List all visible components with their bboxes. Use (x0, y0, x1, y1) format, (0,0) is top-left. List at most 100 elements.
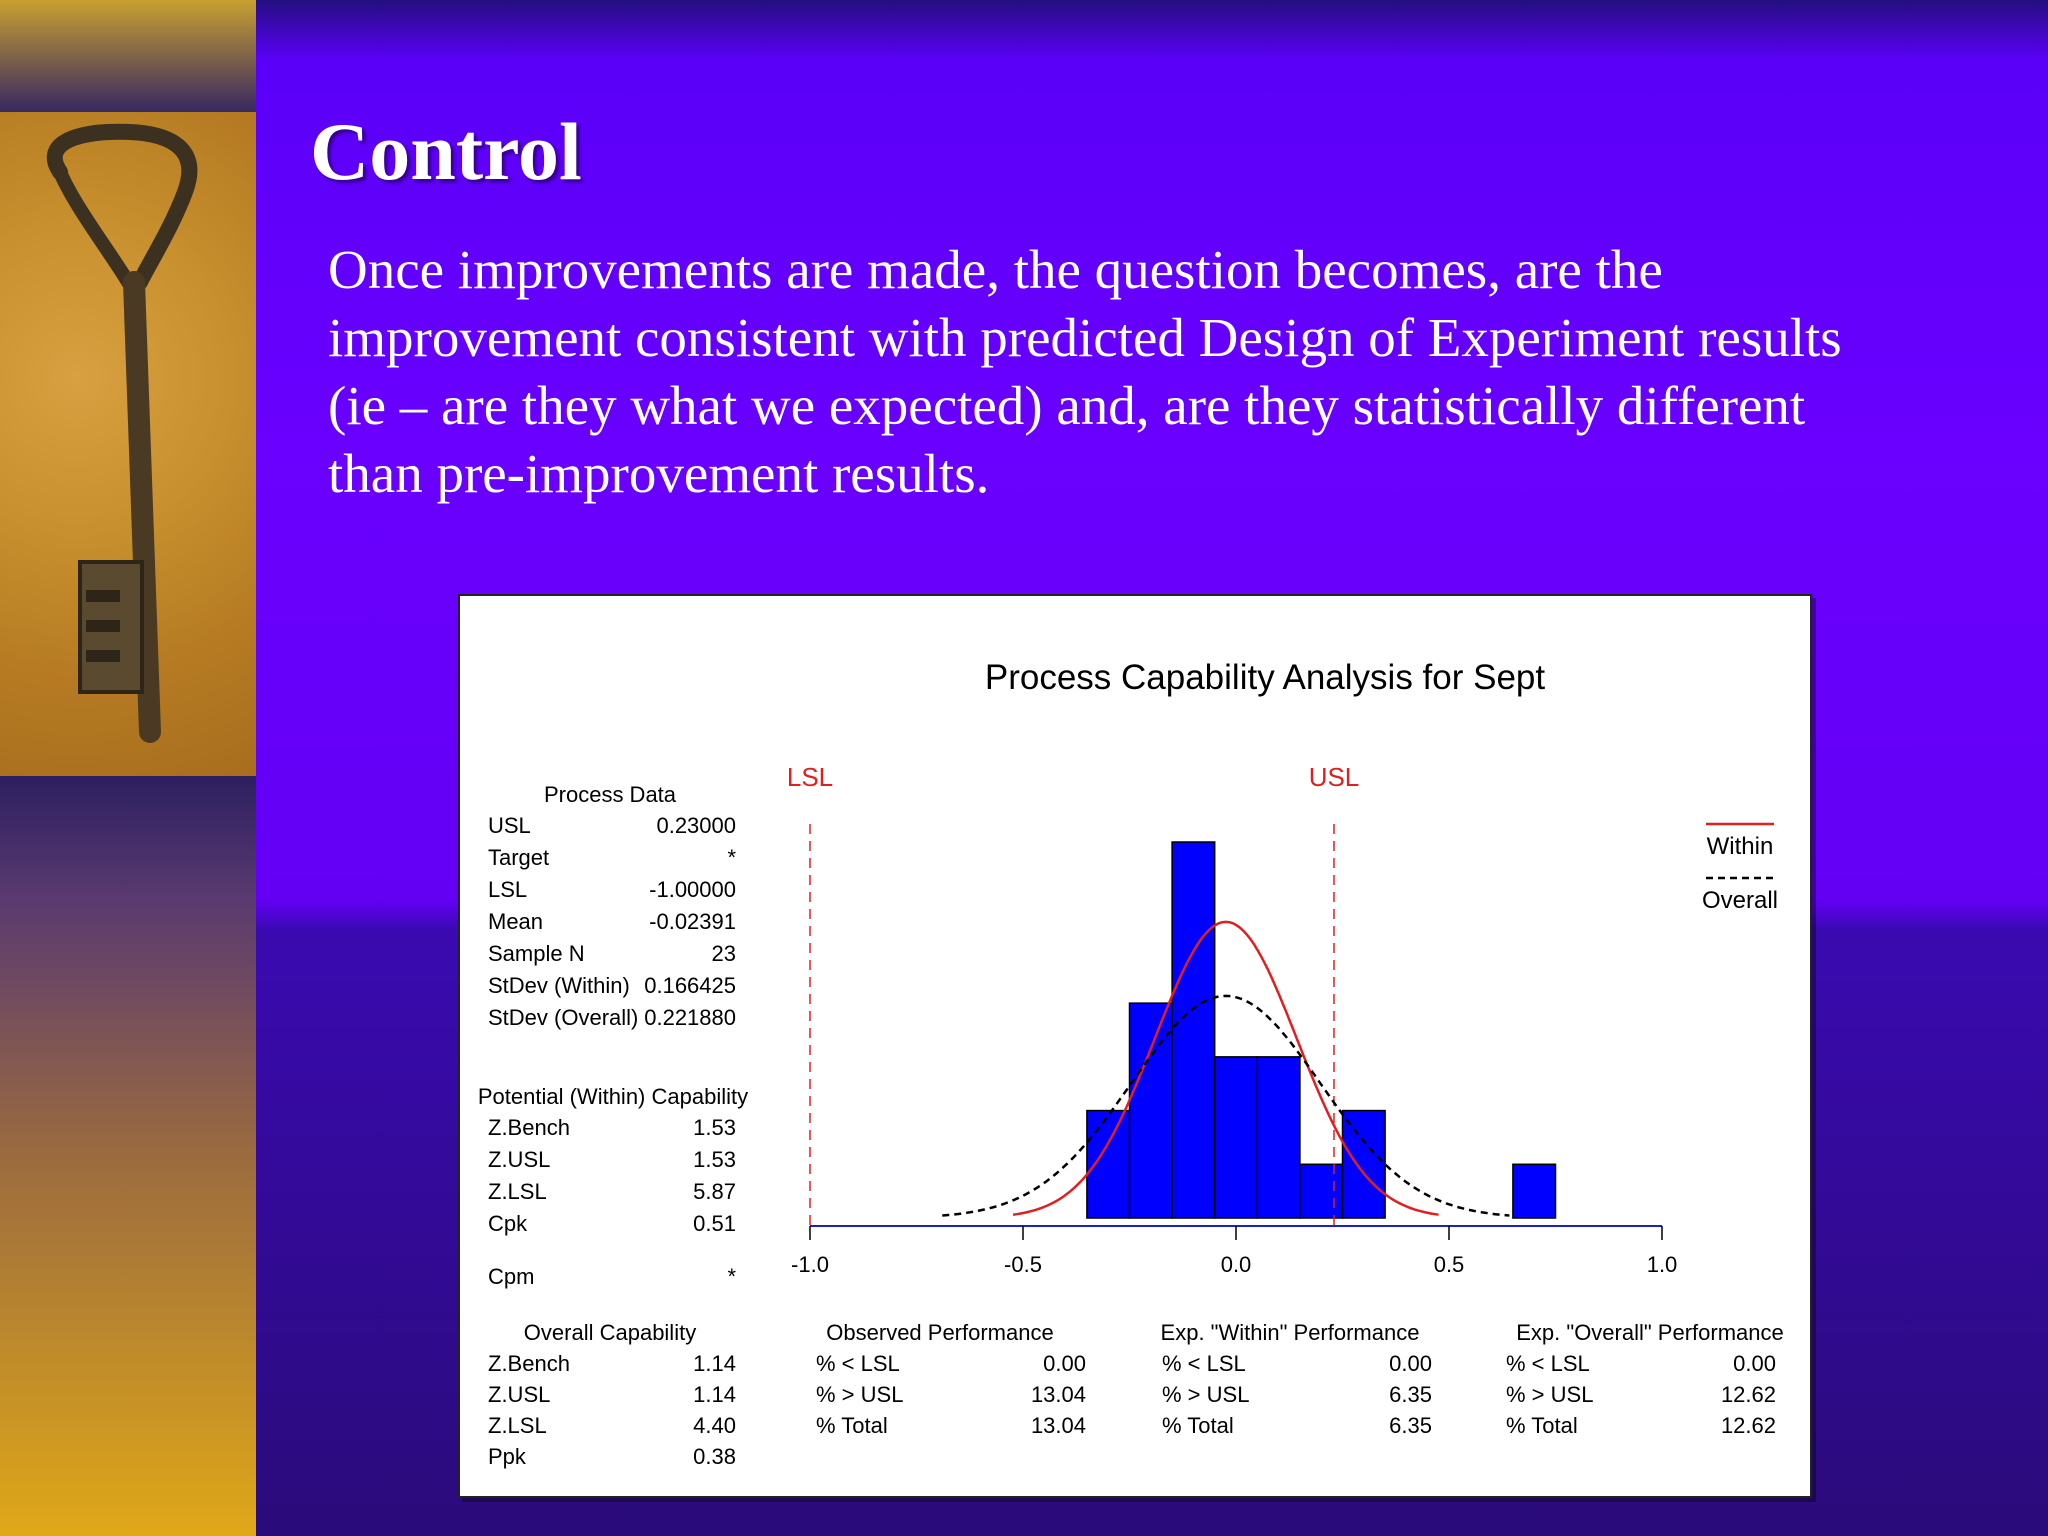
potential-capability-title: Potential (Within) Capability (477, 1084, 749, 1109)
x-tick-label: 0.5 (1434, 1252, 1465, 1277)
potential-capability-label: Z.LSL (488, 1179, 547, 1204)
x-tick-label: -1.0 (791, 1252, 829, 1277)
process-data-value: -0.02391 (649, 909, 736, 934)
overall-performance-label: % Total (1506, 1413, 1578, 1438)
within-performance-value: 6.35 (1389, 1413, 1432, 1438)
potential-capability-row: Z.Bench 1.53 (488, 1113, 736, 1143)
observed-performance-label: % Total (816, 1413, 888, 1438)
histogram-bar (1213, 1056, 1259, 1219)
potential-capability-value: 0.51 (693, 1211, 736, 1236)
observed-performance-title: Observed Performance (826, 1320, 1054, 1345)
overall-capability-row: Z.Bench 1.14 (488, 1349, 736, 1379)
potential-capability-value: 1.53 (693, 1115, 736, 1140)
overall-performance-row: % Total 12.62 (1506, 1411, 1776, 1441)
cpm-label: Cpm (488, 1264, 535, 1289)
x-tick-label: 1.0 (1647, 1252, 1678, 1277)
histogram-bar (1086, 1109, 1131, 1219)
overall-performance-value: 12.62 (1720, 1382, 1776, 1407)
process-data-row: LSL -1.00000 (488, 875, 736, 905)
potential-capability-label: Z.Bench (488, 1115, 570, 1140)
process-data-value: * (727, 845, 736, 870)
x-tick-label: 0.0 (1221, 1252, 1252, 1277)
potential-capability-label: Z.USL (488, 1147, 551, 1172)
histogram-bar (1512, 1163, 1557, 1219)
process-data-label: Sample N (488, 941, 585, 966)
potential-capability-row: Z.USL 1.53 (488, 1145, 736, 1175)
within-performance-value: 0.00 (1389, 1351, 1432, 1376)
potential-capability-row: Cpk 0.51 (488, 1209, 736, 1239)
process-data-row: Sample N 23 (488, 939, 736, 969)
histogram-bar (1341, 1109, 1386, 1219)
observed-performance-row: % Total 13.04 (816, 1411, 1086, 1441)
overall-capability-value: 0.38 (693, 1444, 736, 1469)
cpm-row: Cpm * (488, 1262, 736, 1292)
within-performance-row: % > USL 6.35 (1162, 1380, 1432, 1410)
observed-performance-row: % > USL 13.04 (816, 1380, 1086, 1410)
overall-capability-row: Z.USL 1.14 (488, 1380, 736, 1410)
process-data-label: Mean (488, 909, 544, 934)
process-data-value: 0.23000 (656, 813, 736, 838)
overall-capability-label: Z.USL (488, 1382, 551, 1407)
observed-performance-value: 0.00 (1043, 1351, 1086, 1376)
curve-overall (942, 994, 1510, 1217)
process-data-row: StDev (Overall) 0.221880 (488, 1003, 736, 1033)
overall-performance-value: 0.00 (1733, 1351, 1776, 1376)
potential-capability-row: Z.LSL 5.87 (488, 1177, 736, 1207)
overall-performance-label: % < LSL (1506, 1351, 1590, 1376)
overall-capability-row: Z.LSL 4.40 (488, 1411, 736, 1441)
spec-label-lsl: LSL (787, 762, 833, 792)
process-data-value: -1.00000 (649, 877, 736, 902)
within-performance-label: % < LSL (1162, 1351, 1246, 1376)
overall-performance-row: % < LSL 0.00 (1506, 1349, 1776, 1379)
potential-capability-value: 1.53 (693, 1147, 736, 1172)
observed-performance-value: 13.04 (1030, 1382, 1086, 1407)
overall-performance-row: % > USL 12.62 (1506, 1380, 1776, 1410)
overall-capability-title: Overall Capability (523, 1320, 697, 1345)
process-data-row: Mean -0.02391 (488, 907, 736, 937)
overall-capability-value: 1.14 (693, 1382, 736, 1407)
capability-plot: -1.0 -0.5 0.0 0.5 1.0 LSL USL Within Overall (787, 762, 1778, 1277)
overall-performance-value: 12.62 (1720, 1413, 1776, 1438)
potential-capability-value: 5.87 (693, 1179, 736, 1204)
process-data-value: 0.221880 (644, 1005, 736, 1030)
overall-performance-title: Exp. "Overall" Performance (1516, 1320, 1784, 1345)
spec-label-usl: USL (1309, 762, 1360, 792)
process-data-label: Target (488, 845, 550, 870)
observed-performance-label: % > USL (816, 1382, 904, 1407)
chart-title: Process Capability Analysis for Sept (984, 658, 1546, 697)
observed-performance-value: 13.04 (1030, 1413, 1086, 1438)
process-data-value: 23 (711, 941, 736, 966)
overall-capability-label: Z.LSL (488, 1413, 547, 1438)
within-performance-label: % > USL (1162, 1382, 1250, 1407)
process-data-value: 0.166425 (644, 973, 736, 998)
cpm-value: * (727, 1264, 736, 1289)
key-icon (46, 123, 198, 743)
histogram-bar (1171, 841, 1216, 1219)
slide-body-text: Once improvements are made, the question… (328, 239, 1842, 504)
overall-capability-value: 1.14 (693, 1351, 736, 1376)
histogram-bar (1299, 1163, 1344, 1219)
legend-label-within: Within (1707, 833, 1774, 860)
potential-capability-label: Cpk (488, 1211, 528, 1236)
process-data-row: Target * (488, 843, 736, 873)
overall-capability-value: 4.40 (693, 1413, 736, 1438)
x-tick-label: -0.5 (1004, 1252, 1042, 1277)
curve-within (1012, 920, 1439, 1216)
overall-capability-label: Ppk (488, 1444, 526, 1469)
observed-performance-row: % < LSL 0.00 (816, 1349, 1086, 1379)
process-data-label: USL (488, 813, 531, 838)
process-data-row: USL 0.23000 (488, 811, 736, 841)
within-performance-value: 6.35 (1389, 1382, 1432, 1407)
within-performance-label: % Total (1162, 1413, 1234, 1438)
key-photo (0, 112, 256, 776)
within-performance-row: % Total 6.35 (1162, 1411, 1432, 1441)
overall-capability-row: Ppk 0.38 (488, 1442, 736, 1472)
histogram-bar (1256, 1056, 1301, 1219)
process-data-label: StDev (Within) (488, 973, 630, 998)
process-data-label: LSL (488, 877, 528, 902)
legend-label-overall: Overall (1702, 887, 1778, 914)
overall-capability-label: Z.Bench (488, 1351, 570, 1376)
within-performance-title: Exp. "Within" Performance (1160, 1320, 1420, 1345)
overall-performance-label: % > USL (1506, 1382, 1594, 1407)
histogram-bar (1128, 1002, 1173, 1219)
